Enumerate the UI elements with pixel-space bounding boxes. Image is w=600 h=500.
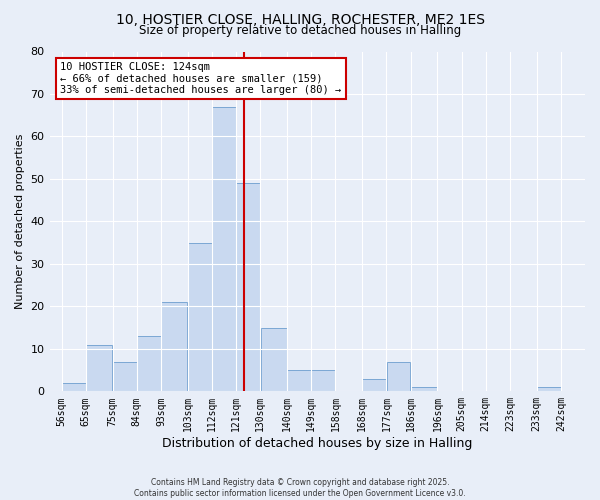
Bar — [287, 370, 311, 392]
Bar — [362, 378, 386, 392]
Text: Size of property relative to detached houses in Halling: Size of property relative to detached ho… — [139, 24, 461, 37]
Bar — [311, 370, 335, 392]
Text: 10 HOSTIER CLOSE: 124sqm
← 66% of detached houses are smaller (159)
33% of semi-: 10 HOSTIER CLOSE: 124sqm ← 66% of detach… — [60, 62, 341, 95]
Bar — [62, 383, 86, 392]
Bar — [188, 242, 212, 392]
Bar — [137, 336, 161, 392]
Bar — [411, 387, 437, 392]
Bar — [386, 362, 410, 392]
Y-axis label: Number of detached properties: Number of detached properties — [15, 134, 25, 309]
Bar — [113, 362, 137, 392]
Bar — [537, 387, 560, 392]
Bar — [236, 183, 260, 392]
Text: 10, HOSTIER CLOSE, HALLING, ROCHESTER, ME2 1ES: 10, HOSTIER CLOSE, HALLING, ROCHESTER, M… — [115, 12, 485, 26]
Bar — [260, 328, 287, 392]
Text: Contains HM Land Registry data © Crown copyright and database right 2025.
Contai: Contains HM Land Registry data © Crown c… — [134, 478, 466, 498]
Bar — [212, 106, 236, 392]
X-axis label: Distribution of detached houses by size in Halling: Distribution of detached houses by size … — [162, 437, 472, 450]
Bar — [161, 302, 187, 392]
Bar — [86, 344, 112, 392]
